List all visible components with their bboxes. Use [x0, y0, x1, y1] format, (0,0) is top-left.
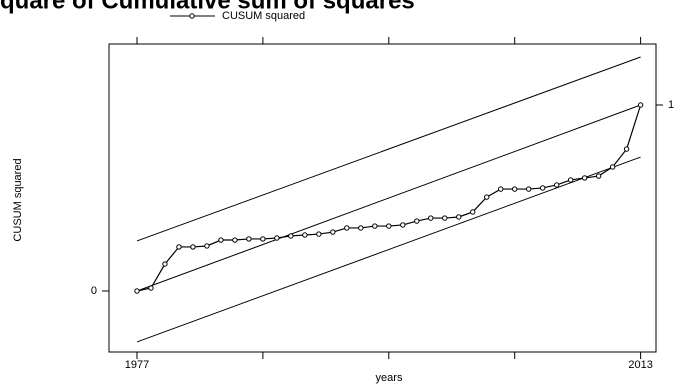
point: [539, 185, 546, 191]
point: [288, 233, 294, 239]
point: [162, 261, 168, 267]
reference-line: [136, 156, 641, 343]
point: [456, 214, 462, 220]
x-tick-label: 1977: [125, 359, 149, 371]
reference-line: [136, 56, 641, 242]
point: [512, 186, 518, 192]
point: [498, 186, 504, 192]
point: [609, 164, 616, 170]
point: [442, 215, 448, 221]
point: [567, 177, 574, 183]
point: [581, 175, 588, 181]
point: [358, 225, 364, 231]
point: [176, 244, 182, 250]
x-tick-label: 2013: [628, 359, 652, 371]
point: [400, 222, 406, 228]
legend-marker: [189, 13, 195, 19]
point: [232, 237, 238, 243]
point: [414, 218, 420, 224]
chart-title: quare of Cumulative sum of squares: [0, 0, 415, 14]
point: [484, 194, 490, 200]
point: [595, 173, 602, 179]
point: [386, 223, 392, 229]
point: [470, 209, 476, 215]
point: [148, 285, 154, 291]
legend-label: CUSUM squared: [222, 10, 305, 22]
y-tick-label: 0: [91, 285, 97, 297]
point: [344, 225, 350, 231]
point: [246, 236, 252, 242]
point: [316, 231, 322, 237]
point: [553, 182, 560, 188]
point: [428, 215, 434, 221]
y-tick-label: 1: [668, 99, 674, 111]
plot-frame: [108, 43, 657, 353]
point: [330, 229, 336, 235]
point: [190, 244, 196, 250]
point: [260, 236, 266, 242]
point: [623, 146, 630, 152]
point: [218, 237, 224, 243]
point: [134, 288, 140, 294]
point: [525, 186, 532, 192]
point: [274, 235, 280, 241]
point: [372, 223, 378, 229]
y-axis-label: CUSUM squared: [12, 158, 24, 241]
point: [302, 232, 308, 238]
point: [637, 102, 644, 108]
x-axis-label: years: [376, 372, 403, 384]
point: [204, 243, 210, 249]
reference-line: [136, 104, 641, 292]
